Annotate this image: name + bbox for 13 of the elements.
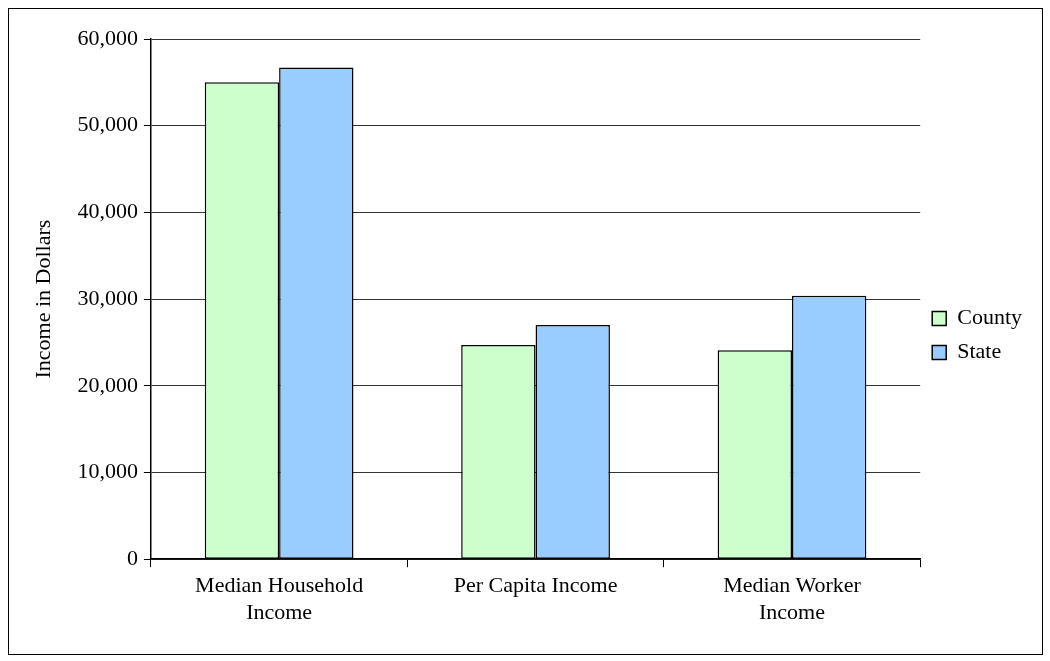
legend-label: State [957, 338, 1002, 364]
legend-label: County [957, 304, 1023, 330]
y-tick-label: 0 [126, 544, 138, 570]
x-tick-label: Per Capita Income [453, 572, 618, 598]
y-tick-label: 40,000 [77, 198, 138, 224]
y-tick-label: 10,000 [77, 458, 138, 484]
y-tick-label: 60,000 [77, 24, 138, 50]
y-axis-title: Income in Dollars [29, 219, 55, 379]
x-tick-label: Median Worker Income [723, 572, 862, 624]
y-tick-label: 30,000 [77, 284, 138, 310]
x-tick-label: Median Household Income [195, 572, 364, 624]
y-tick-label: 20,000 [77, 371, 138, 397]
y-tick-label: 50,000 [77, 111, 138, 137]
